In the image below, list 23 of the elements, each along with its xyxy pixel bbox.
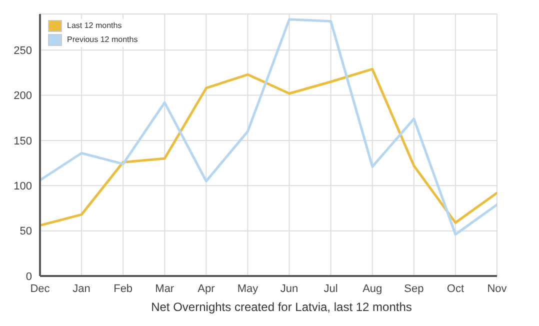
x-tick-label: Feb xyxy=(114,282,133,295)
x-tick-label: Aug xyxy=(362,282,382,295)
x-tick-label: Dec xyxy=(30,282,50,295)
x-tick-label: Apr xyxy=(198,282,216,295)
y-tick-label: 200 xyxy=(14,90,32,102)
y-tick-label: 250 xyxy=(14,45,32,58)
x-tick-label: Nov xyxy=(487,282,508,295)
x-tick-label: Jan xyxy=(72,282,90,295)
y-tick-label: 50 xyxy=(20,226,32,238)
y-tick-label: 150 xyxy=(14,135,32,148)
line-series xyxy=(40,18,497,236)
line-series xyxy=(40,68,497,227)
y-tick-label: 0 xyxy=(26,270,32,283)
x-tick-label: Oct xyxy=(446,282,464,295)
y-tick-label: 100 xyxy=(14,180,32,193)
text: Net Overnights created for Latvia, last 12 months xyxy=(150,300,413,314)
x-tick-label: May xyxy=(237,282,259,295)
x-tick-label: Jul xyxy=(324,282,338,295)
legend-label: Previous 12 months xyxy=(67,34,138,46)
x-tick-label: Jun xyxy=(280,282,298,295)
legend-label: Last 12 months xyxy=(67,20,122,32)
x-tick-label: Sep xyxy=(404,282,424,295)
x-tick-label: Mar xyxy=(155,282,174,295)
